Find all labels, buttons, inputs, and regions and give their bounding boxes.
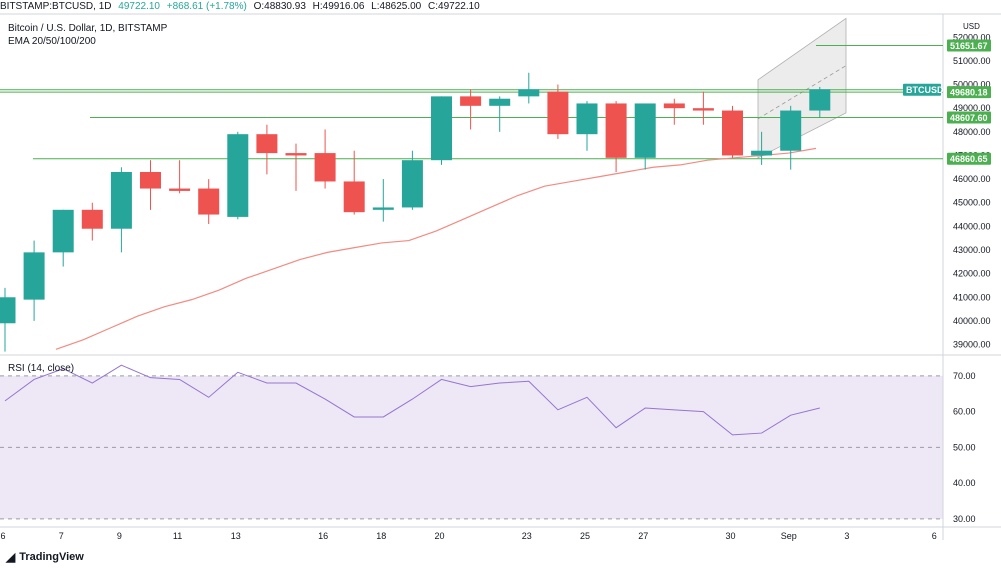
level-badge-label: 51651.67 — [950, 41, 988, 51]
candle-body[interactable] — [489, 98, 511, 106]
candle-body[interactable] — [256, 134, 278, 154]
rsi-tick-label: 60.00 — [953, 407, 976, 417]
indicator-label[interactable]: EMA 20/50/100/200 — [8, 36, 96, 47]
rsi-tick-label: 30.00 — [953, 514, 976, 524]
regression-channel[interactable] — [757, 17, 847, 159]
price-tick-label: 41000.00 — [953, 292, 991, 302]
candle-body[interactable] — [52, 209, 74, 253]
symbol-header-bar: BITSTAMP:BTCUSD, 1D 49722.10 +868.61 (+1… — [0, 0, 1001, 14]
candle-body[interactable] — [605, 103, 627, 158]
candle-body[interactable] — [110, 172, 132, 229]
time-tick-label: 16 — [318, 531, 328, 541]
time-tick-label: Sep — [781, 531, 797, 541]
brand-label: TradingView — [19, 551, 84, 563]
candle-body[interactable] — [460, 96, 482, 106]
high-value: H:49916.06 — [312, 1, 365, 12]
level-badge[interactable] — [947, 39, 991, 52]
currency-label: USD — [963, 22, 980, 31]
symbol-tag[interactable] — [903, 83, 941, 96]
time-tick-label: 13 — [231, 531, 241, 541]
rsi-tick-label: 40.00 — [953, 478, 976, 488]
price-tick-label: 51000.00 — [953, 56, 991, 66]
candle-body[interactable] — [227, 134, 249, 217]
level-badge[interactable] — [947, 86, 991, 99]
time-tick-label: 7 — [59, 531, 64, 541]
time-tick-label: 27 — [638, 531, 648, 541]
candle-body[interactable] — [518, 89, 540, 97]
candle-body[interactable] — [663, 103, 685, 109]
symbol-tag-label: BTCUSD — [906, 85, 944, 95]
low-value: L:48625.00 — [371, 1, 422, 12]
level-badge-label: 48607.60 — [950, 113, 988, 123]
candle-body[interactable] — [285, 153, 307, 156]
candle-body[interactable] — [431, 96, 452, 161]
candle-body[interactable] — [140, 172, 161, 189]
time-tick-label: 9 — [117, 531, 122, 541]
tradingview-logo-icon: ◢ — [6, 550, 16, 564]
close-value: C:49722.10 — [428, 1, 480, 12]
chart-title[interactable]: Bitcoin / U.S. Dollar, 1D, BITSTAMP — [8, 23, 168, 34]
time-tick-label: 11 — [173, 531, 182, 541]
price-tick-label: 40000.00 — [953, 316, 991, 326]
rsi-tick-label: 50.00 — [953, 442, 976, 452]
price-tick-label: 49000.00 — [953, 103, 991, 113]
candle-body[interactable] — [372, 207, 394, 210]
price-tick-label: 48000.00 — [953, 127, 991, 137]
price-tick-label: 46000.00 — [953, 174, 991, 184]
tradingview-logo[interactable]: ◢ TradingView — [6, 550, 84, 564]
candle-body[interactable] — [0, 297, 16, 324]
candle-body[interactable] — [547, 91, 569, 135]
time-tick-label: 18 — [376, 531, 386, 541]
price-change: +868.61 (+1.78%) — [166, 1, 247, 12]
time-tick-label: 25 — [580, 531, 590, 541]
candle-body[interactable] — [780, 110, 802, 151]
price-tick-label: 45000.00 — [953, 198, 991, 208]
level-badge-label: 49680.18 — [950, 88, 988, 98]
candle-body[interactable] — [343, 181, 365, 213]
price-tick-label: 50000.00 — [953, 80, 991, 90]
candle-body[interactable] — [751, 150, 773, 156]
candle-body[interactable] — [169, 188, 191, 191]
time-tick-label: 20 — [434, 531, 444, 541]
candle-body[interactable] — [576, 103, 598, 135]
last-price: 49722.10 — [118, 1, 160, 12]
price-tick-label: 44000.00 — [953, 221, 991, 231]
ema-line[interactable] — [55, 147, 817, 350]
price-tick-label: 52000.00 — [953, 32, 991, 42]
price-tick-label: 43000.00 — [953, 245, 991, 255]
candle-body[interactable] — [81, 209, 103, 229]
candle-body[interactable] — [198, 188, 220, 215]
time-tick-label: 6 — [932, 531, 937, 541]
time-tick-label: 30 — [725, 531, 735, 541]
open-value: O:48830.93 — [253, 1, 306, 12]
rsi-label[interactable]: RSI (14, close) — [8, 363, 75, 374]
time-tick-label: 23 — [522, 531, 532, 541]
candle-body[interactable] — [634, 103, 656, 158]
rsi-line[interactable] — [4, 364, 820, 436]
chart-legend: Bitcoin / U.S. Dollar, 1D, BITSTAMP EMA … — [8, 22, 167, 48]
rsi-tick-label: 70.00 — [953, 371, 976, 381]
candle-body[interactable] — [401, 160, 423, 208]
time-tick-label: 6 — [0, 531, 5, 541]
level-badge[interactable] — [947, 111, 991, 124]
candle-body[interactable] — [722, 110, 743, 156]
candle-body[interactable] — [809, 89, 831, 111]
candle-body[interactable] — [314, 153, 336, 182]
level-badge[interactable] — [947, 152, 991, 165]
symbol-name[interactable]: BITSTAMP:BTCUSD, 1D — [0, 1, 112, 12]
level-badge-label: 46860.65 — [950, 154, 988, 164]
candle-body[interactable] — [692, 108, 714, 111]
candle-body[interactable] — [23, 252, 45, 300]
time-tick-label: 3 — [844, 531, 849, 541]
price-tick-label: 42000.00 — [953, 269, 991, 279]
price-tick-label: 39000.00 — [953, 340, 991, 350]
